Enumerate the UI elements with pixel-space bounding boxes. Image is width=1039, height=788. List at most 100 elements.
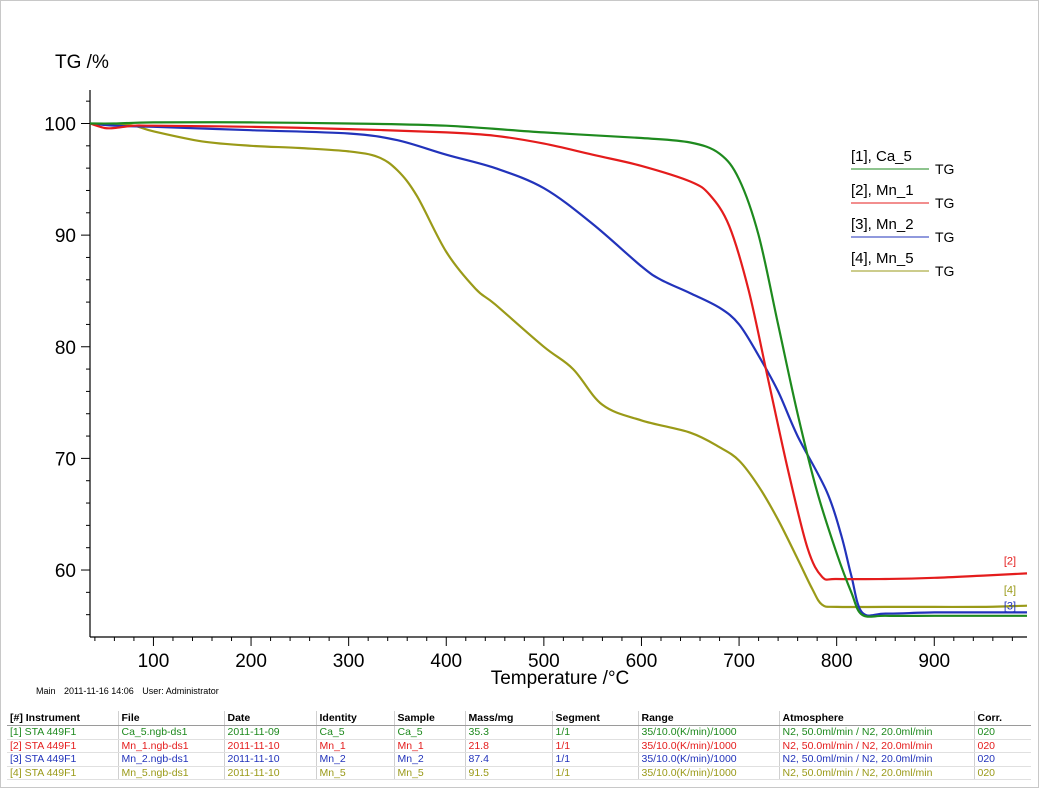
- x-tick-label: 600: [626, 651, 658, 672]
- table-cell: [2] STA 449F1: [7, 739, 118, 753]
- table-cell: N2, 50.0ml/min / N2, 20.0ml/min: [778, 752, 974, 767]
- table-cell: Ca_5: [315, 725, 394, 740]
- y-tick-label: 80: [55, 338, 76, 359]
- y-axis-label: TG /%: [55, 52, 109, 73]
- table-header-cell: Segment: [551, 711, 638, 726]
- table-cell: Mn_5.ngb-ds1: [117, 766, 224, 780]
- x-tick-label: 200: [235, 651, 267, 672]
- table-cell: 020: [973, 752, 1031, 767]
- table-cell: Ca_5: [393, 725, 465, 740]
- table-header-cell: Mass/mg: [464, 711, 552, 726]
- table-cell: 2011-11-10: [223, 766, 316, 780]
- legend-entry: [2], Mn_1 TG: [851, 182, 954, 211]
- y-tick-label: 90: [55, 226, 76, 247]
- x-tick-label: 900: [918, 651, 950, 672]
- table-row: [4] STA 449F1 Mn_5.ngb-ds1 2011-11-10 Mn_5 M…: [7, 766, 1031, 780]
- footer-datetime: 2011-11-16 14:06: [64, 686, 134, 696]
- series-end-tag-label: [4]: [1004, 585, 1016, 597]
- table-cell: 21.8: [464, 739, 552, 753]
- table-cell: 2011-11-10: [223, 739, 316, 753]
- table-header-cell: Corr.: [973, 711, 1031, 726]
- x-axis-label: Temperature /°C: [491, 668, 630, 689]
- x-tick-label: 400: [430, 651, 462, 672]
- x-tick-label: 700: [723, 651, 755, 672]
- series-line: [89, 122, 1028, 609]
- x-tick-label: 500: [528, 651, 560, 672]
- table-header-cell: Range: [637, 711, 779, 726]
- table-cell: 020: [973, 725, 1031, 740]
- table-cell: Mn_5: [393, 766, 465, 780]
- legend-sublabel: TG: [935, 195, 954, 211]
- legend-label: [3], Mn_2: [851, 216, 914, 233]
- table-row: [1] STA 449F1 Ca_5.ngb-ds1 2011-11-09 Ca_5 C…: [7, 725, 1031, 740]
- table-header-cell: Atmosphere: [778, 711, 974, 726]
- table-cell: 1/1: [551, 766, 638, 780]
- series-layer: [4] [3] [2]: [89, 121, 1028, 618]
- tg-chart: TG /% Temperature /°C 60 70 80 90 100 100 200 3…: [44, 52, 1028, 689]
- legend-label: [1], Ca_5: [851, 148, 912, 165]
- legend-label: [2], Mn_1: [851, 182, 914, 199]
- table-cell: 1/1: [551, 725, 638, 740]
- x-tick-label: 800: [821, 651, 853, 672]
- table-cell: 91.5: [464, 766, 552, 780]
- footer-user: User: Administrator: [142, 686, 219, 696]
- table-cell: 020: [973, 766, 1031, 780]
- table-row: [2] STA 449F1 Mn_1.ngb-ds1 2011-11-10 Mn_1 M…: [7, 739, 1031, 753]
- table-cell: N2, 50.0ml/min / N2, 20.0ml/min: [778, 766, 974, 780]
- table-cell: N2, 50.0ml/min / N2, 20.0ml/min: [778, 725, 974, 740]
- table-cell: Mn_1: [393, 739, 465, 753]
- series-end-tag: [2]: [1004, 555, 1016, 567]
- table-cell: 87.4: [464, 752, 552, 767]
- table-cell: 35/10.0(K/min)/1000: [637, 766, 779, 780]
- table-cell: Mn_2: [315, 752, 394, 767]
- table-cell: 020: [973, 739, 1031, 753]
- series-end-tag: [4]: [1004, 585, 1016, 597]
- table-cell: 2011-11-10: [223, 752, 316, 767]
- table-row: [3] STA 449F1 Mn_2.ngb-ds1 2011-11-10 Mn_2 M…: [7, 752, 1031, 767]
- table-cell: Mn_1: [315, 739, 394, 753]
- series-end-tag-label: [2]: [1004, 555, 1016, 567]
- table-cell: Mn_2.ngb-ds1: [117, 752, 224, 767]
- x-tick-label: 300: [333, 651, 365, 672]
- table-cell: 1/1: [551, 739, 638, 753]
- table-cell: 2011-11-09: [223, 725, 316, 740]
- y-tick-label: 100: [44, 114, 76, 135]
- series-end-tag: [3]: [1004, 600, 1016, 612]
- legend-sublabel: TG: [935, 229, 954, 245]
- measurement-info-table: [#] Instrument File Date Identity Sample Mass…: [7, 711, 1031, 780]
- legend-label: [4], Mn_5: [851, 250, 914, 267]
- table-cell: [3] STA 449F1: [7, 752, 118, 767]
- table-header-cell: [#] Instrument: [7, 711, 118, 726]
- legend-sublabel: TG: [935, 161, 954, 177]
- series-line: [89, 122, 1028, 617]
- table-cell: 35/10.0(K/min)/1000: [637, 752, 779, 767]
- series-line: [89, 122, 1028, 581]
- y-tick-label: 60: [55, 561, 76, 582]
- table-cell: Mn_1.ngb-ds1: [117, 739, 224, 753]
- table-cell: [1] STA 449F1: [7, 725, 118, 740]
- table-cell: Ca_5.ngb-ds1: [117, 725, 224, 740]
- series-end-tag-label: [3]: [1004, 600, 1016, 612]
- legend-entry: [4], Mn_5 TG: [851, 250, 954, 279]
- table-body: [1] STA 449F1 Ca_5.ngb-ds1 2011-11-09 Ca_5 C…: [7, 725, 1031, 780]
- legend: [1], Ca_5TG[2], Mn_1TG[3], Mn_2TG[4], Mn…: [851, 148, 954, 279]
- table-header-cell: Identity: [315, 711, 394, 726]
- series-line: [89, 121, 1027, 618]
- table-cell: [4] STA 449F1: [7, 766, 118, 780]
- table-cell: N2, 50.0ml/min / N2, 20.0ml/min: [778, 739, 974, 753]
- footer-main: Main: [36, 686, 56, 696]
- table-cell: 35.3: [464, 725, 552, 740]
- table-cell: Mn_2: [393, 752, 465, 767]
- legend-entry: [3], Mn_2 TG: [851, 216, 954, 245]
- legend-entry: [1], Ca_5 TG: [851, 148, 954, 177]
- table-cell: 1/1: [551, 752, 638, 767]
- table-header-cell: Sample: [393, 711, 465, 726]
- table-header-cell: File: [117, 711, 224, 726]
- axes: 60 70 80 90 100 100 200 300 400 500 600 700 800 900: [44, 90, 1027, 672]
- table-header-row: [#] Instrument File Date Identity Sample Mass…: [7, 711, 1031, 726]
- table-cell: Mn_5: [315, 766, 394, 780]
- footer: Main 2011-11-16 14:06 User: Administrato…: [36, 686, 225, 696]
- table-cell: 35/10.0(K/min)/1000: [637, 725, 779, 740]
- legend-sublabel: TG: [935, 263, 954, 279]
- y-tick-label: 70: [55, 449, 76, 470]
